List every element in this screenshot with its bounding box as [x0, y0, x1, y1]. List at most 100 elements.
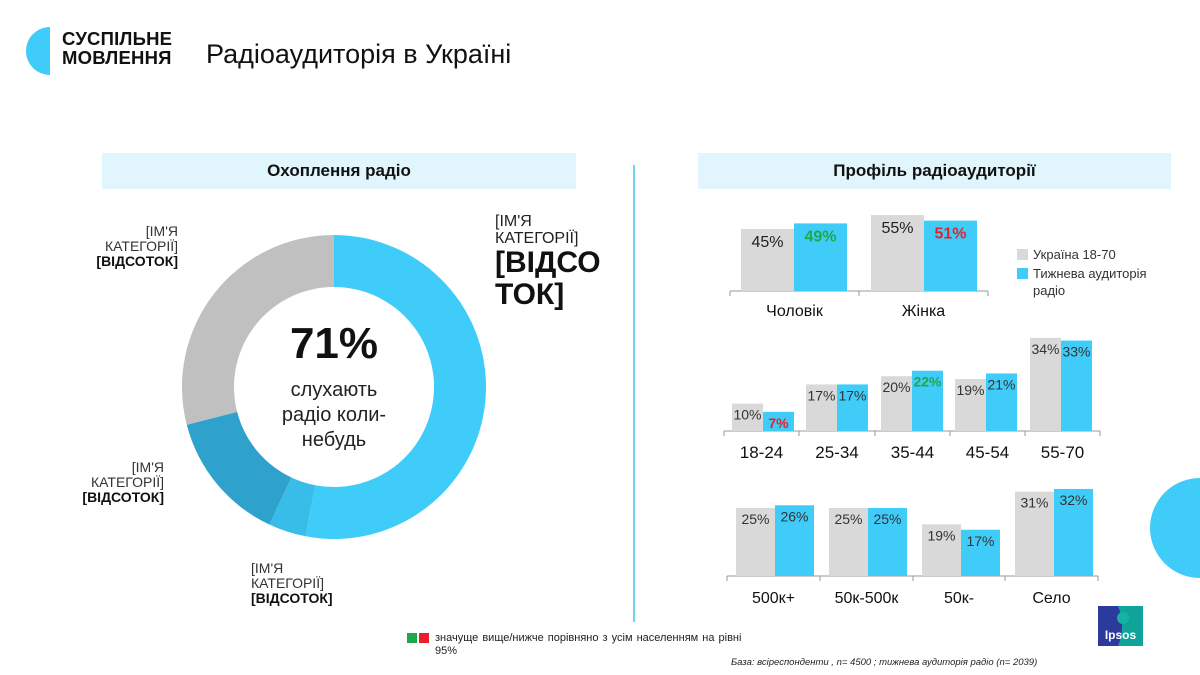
bar-ukraine — [829, 508, 868, 576]
bar-value-label: 25% — [873, 511, 901, 527]
bar-value-label: 21% — [987, 376, 1015, 392]
bar-value-label: 51% — [934, 226, 966, 243]
donut-label-gray: [ІМ'Я КАТЕГОРІЇ] [ВІДСОТОК] — [88, 224, 178, 269]
bar-weekly-audience — [986, 373, 1017, 431]
bar-weekly-audience — [912, 370, 943, 431]
donut-label-darkblue: [ІМ'Я КАТЕГОРІЇ] [ВІДСОТОК] — [74, 460, 164, 505]
legend-item-weekly-audience: Тижнева аудиторія радіо — [1017, 265, 1147, 299]
ipsos-logo: Ipsos — [1098, 606, 1143, 646]
profile-legend: Україна 18-70 Тижнева аудиторія радіо — [1017, 246, 1147, 299]
legend-label-line: радіо — [1033, 283, 1066, 298]
bar-value-label: 34% — [1031, 341, 1059, 357]
brand-logo-line1: СУСПІЛЬНЕ — [62, 28, 173, 49]
bar-value-label: 49% — [804, 228, 836, 245]
bar-value-label: 55% — [881, 220, 913, 237]
bar-value-label: 33% — [1062, 344, 1090, 360]
logo-arc-icon — [26, 27, 50, 75]
bar-value-label: 32% — [1059, 492, 1087, 508]
bar-value-label: 19% — [927, 527, 955, 543]
donut-center-value: 71% — [289, 319, 379, 368]
bar-value-label: 19% — [956, 382, 984, 398]
donut-caption-line: небудь — [301, 429, 367, 451]
legend-label-line: Тижнева аудиторія — [1033, 266, 1147, 281]
legend-swatch-gray — [1017, 249, 1028, 260]
bar-value-label: 31% — [1020, 495, 1048, 511]
bar-value-label: 45% — [751, 234, 783, 251]
bar-ukraine — [871, 215, 924, 291]
donut-label-name: КАТЕГОРІЇ] — [105, 238, 178, 254]
bar-ukraine — [806, 384, 837, 431]
bar-value-label: 17% — [807, 387, 835, 403]
donut-label-pct: [ВІДСОТОК] — [96, 253, 178, 269]
bar-weekly-audience — [1061, 340, 1092, 431]
donut-center-caption: слухають радіо коли- небудь — [234, 378, 434, 453]
bar-ukraine — [741, 228, 794, 291]
brand-logo-line2: МОВЛЕННЯ — [62, 47, 172, 68]
ipsos-logo-text: Ipsos — [1105, 628, 1137, 642]
donut-center: 71% слухають радіо коли- небудь — [234, 318, 434, 453]
bar-weekly-audience — [775, 505, 814, 576]
category-label: 55-70 — [1041, 443, 1084, 462]
category-label: Село — [1032, 590, 1070, 607]
significance-text-line: 95% — [435, 645, 458, 657]
bar-weekly-audience — [924, 220, 977, 291]
bar-value-label: 25% — [834, 511, 862, 527]
category-label: 18-24 — [740, 443, 783, 462]
donut-label-name: [ІМ'Я — [251, 560, 284, 576]
donut-label-name: КАТЕГОРІЇ] — [495, 230, 579, 247]
bar-value-label: 22% — [913, 374, 942, 390]
bar-value-label: 26% — [780, 508, 808, 524]
significance-lower-swatch — [419, 633, 429, 643]
category-label: 50к- — [944, 590, 974, 607]
bar-weekly-audience — [794, 223, 847, 291]
bar-ukraine — [881, 376, 912, 431]
bar-ukraine — [922, 524, 961, 576]
donut-label-name: КАТЕГОРІЇ] — [91, 474, 164, 490]
legend-label: Україна 18-70 — [1033, 247, 1116, 262]
legend-label: Тижнева аудиторія радіо — [1033, 265, 1147, 299]
significance-higher-swatch — [407, 633, 417, 643]
bar-ukraine — [732, 403, 763, 431]
significance-text: значуще вище/нижче порівняно з усім насе… — [435, 632, 785, 658]
bar-weekly-audience — [763, 411, 794, 431]
bar-weekly-audience — [961, 529, 1000, 576]
significance-note: значуще вище/нижче порівняно з усім насе… — [407, 632, 785, 658]
bar-value-label: 20% — [882, 379, 910, 395]
brand-logo: СУСПІЛЬНЕ МОВЛЕННЯ — [62, 29, 172, 67]
category-label: 50к-500к — [835, 590, 900, 607]
donut-label-pct: [ВІДСО — [495, 246, 601, 279]
bar-weekly-audience — [1054, 488, 1093, 576]
donut-label-name: [ІМ'Я — [131, 459, 164, 475]
bar-weekly-audience — [868, 508, 907, 576]
donut-label-name: [ІМ'Я — [145, 223, 178, 239]
donut-label-name: [ІМ'Я — [495, 213, 532, 230]
bar-value-label: 17% — [966, 533, 994, 549]
category-label: Жінка — [902, 303, 946, 320]
reach-section-header: Охоплення радіо — [102, 153, 576, 189]
significance-text-line: значуще вище/нижче порівняно з усім насе… — [435, 632, 742, 644]
category-label: Чоловік — [766, 303, 824, 320]
donut-caption-line: слухають — [290, 379, 378, 401]
bar-weekly-audience — [837, 384, 868, 431]
legend-swatch-blue — [1017, 268, 1028, 279]
donut-label-pct: [ВІДСОТОК] — [82, 489, 164, 505]
category-label: 25-34 — [815, 443, 858, 462]
page-title: Радіоаудиторія в Україні — [206, 39, 512, 69]
section-divider — [633, 165, 635, 622]
bar-ukraine — [1030, 337, 1061, 431]
donut-label-pct: ТОК] — [495, 278, 565, 311]
donut-caption-line: радіо коли- — [281, 404, 387, 426]
bar-ukraine — [736, 508, 775, 576]
bar-value-label: 25% — [741, 511, 769, 527]
donut-label-lightblue: [ІМ'Я КАТЕГОРІЇ] [ВІДСО ТОК] — [495, 213, 601, 311]
bar-ukraine — [1015, 491, 1054, 576]
bar-value-label: 7% — [768, 415, 789, 431]
donut-label-midblue: [ІМ'Я КАТЕГОРІЇ] [ВІДСОТОК] — [251, 561, 351, 606]
legend-item-ukraine: Україна 18-70 — [1017, 246, 1147, 263]
category-label: 45-54 — [966, 443, 1009, 462]
bar-value-label: 17% — [838, 387, 866, 403]
profile-section-header: Профіль радіоаудиторії — [698, 153, 1171, 189]
donut-label-name: КАТЕГОРІЇ] — [251, 575, 324, 591]
donut-label-pct: [ВІДСОТОК] — [251, 590, 333, 606]
